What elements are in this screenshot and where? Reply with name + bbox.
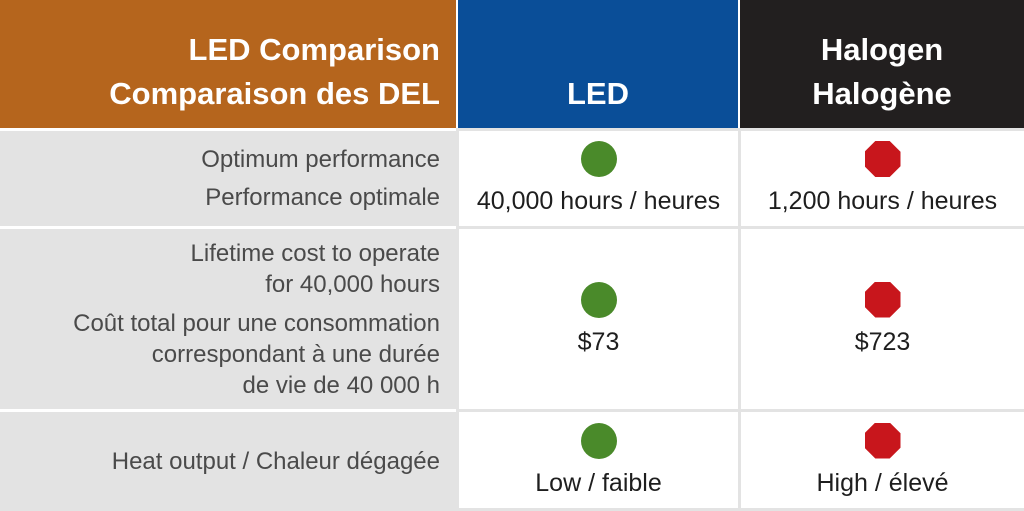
row-label-line: Optimum performance [201,145,440,173]
row-label-line: Lifetime cost to operate [190,239,440,267]
header-halogen-cell: Halogen Halogène [738,0,1024,128]
row-label-line: for 40,000 hours [265,270,440,298]
row-label-line: correspondant à une durée [151,340,440,368]
header-led-title: LED [567,76,629,111]
row-label-line: de vie de 40 000 h [242,371,441,399]
halogen-cost-cell: $723 [738,226,1024,409]
halogen-performance-value: 1,200 hours / heures [767,187,998,215]
halogen-performance-cell: 1,200 hours / heures [738,128,1024,226]
led-performance-value: 40,000 hours / heures [476,187,721,215]
red-octagon-icon [864,141,901,177]
row-label-heat-output: Heat output / Chaleur dégagée [0,409,456,511]
led-heat-value: Low / faible [535,468,662,497]
led-cost-cell: $73 [456,226,738,409]
led-performance-cell: 40,000 hours / heures [456,128,738,226]
row-label-lifetime-cost: Lifetime cost to operate for 40,000 hour… [0,226,456,409]
green-circle-icon [580,422,617,459]
red-octagon-icon [864,281,901,318]
green-circle-icon [580,141,617,177]
row-label-line: Performance optimale [205,183,440,211]
halogen-cost-value: $723 [854,327,911,356]
header-halogen-title-fr: Halogène [812,76,952,111]
led-cost-value: $73 [577,327,620,356]
header-led-cell: LED [456,0,738,128]
halogen-heat-cell: High / élevé [738,409,1024,511]
row-label-line: Heat output / Chaleur dégagée [111,447,440,475]
halogen-heat-value: High / élevé [816,468,949,497]
row-label-performance: Optimum performance Performance optimale [0,128,456,226]
led-heat-cell: Low / faible [456,409,738,511]
header-title-fr: Comparaison des DEL [109,76,440,111]
row-label-line: Coût total pour une consommation [73,309,440,337]
header-halogen-title-en: Halogen [820,32,944,67]
red-octagon-icon [864,422,901,459]
header-title-en: LED Comparison [188,32,440,67]
header-label-cell: LED Comparison Comparaison des DEL [0,0,456,128]
green-circle-icon [580,281,617,318]
